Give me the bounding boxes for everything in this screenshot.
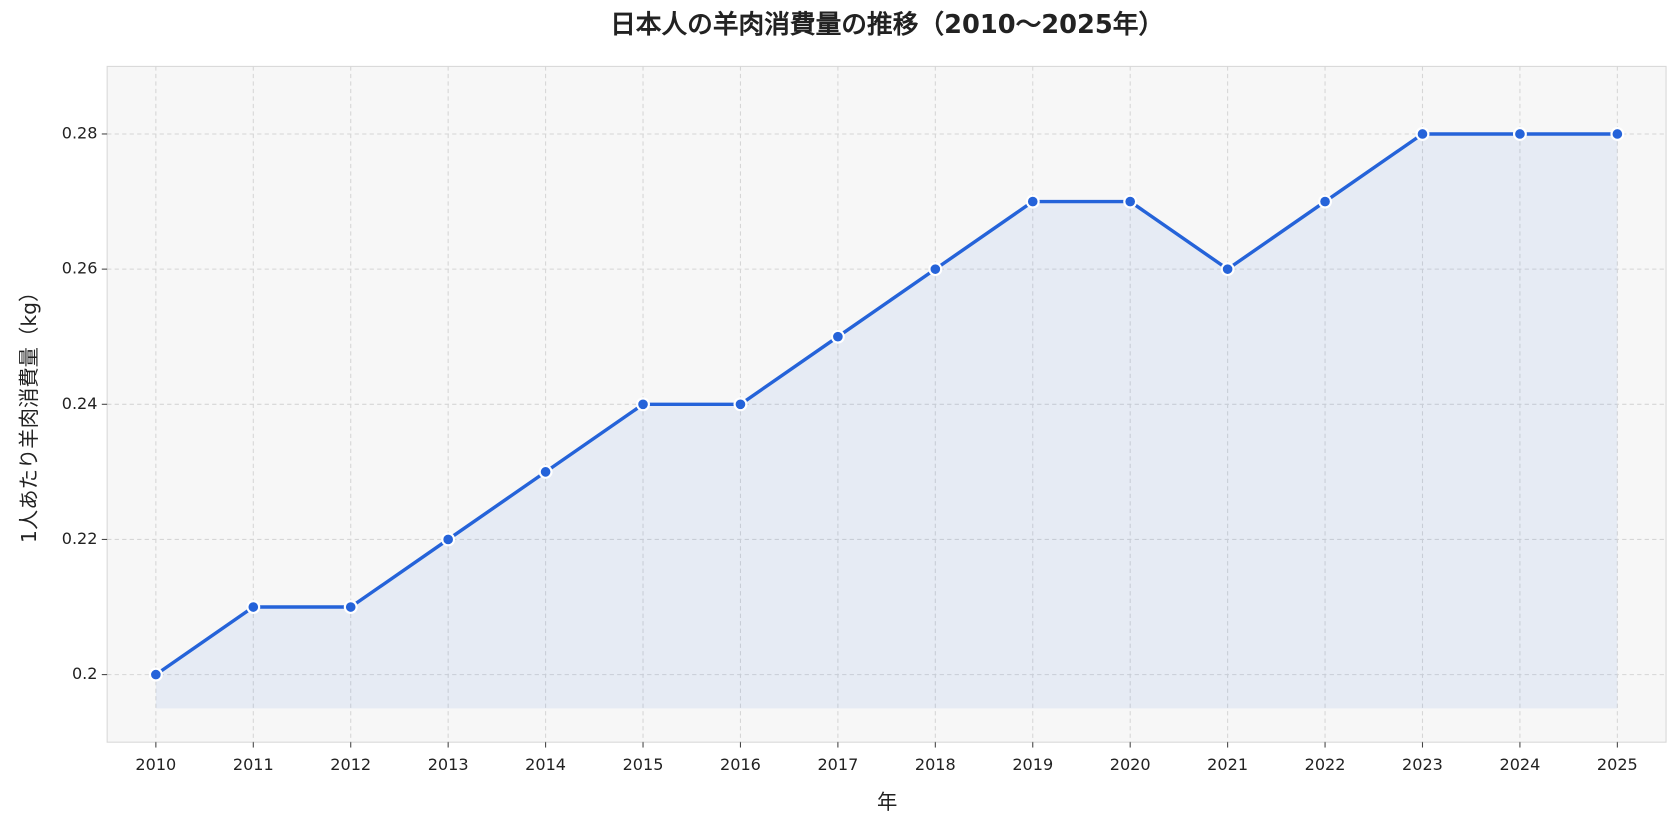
line bbox=[154, 132, 1618, 677]
x-axis-label: 年 bbox=[877, 790, 897, 814]
point bbox=[1610, 127, 1625, 141]
x-tick-label: 2019 bbox=[1012, 755, 1053, 774]
area bbox=[155, 133, 1618, 709]
chart-title: 日本人の羊肉消費量の推移（2010〜2025年） bbox=[610, 9, 1164, 40]
point bbox=[246, 600, 261, 614]
point bbox=[1415, 127, 1430, 141]
point bbox=[441, 532, 456, 547]
x-tick-label: 2023 bbox=[1402, 755, 1443, 774]
point bbox=[1318, 194, 1333, 209]
y-tick-label: 0.26 bbox=[62, 259, 98, 278]
point bbox=[830, 329, 845, 344]
x-tick-label: 2012 bbox=[330, 755, 371, 774]
y-tick-label: 0.22 bbox=[62, 529, 98, 548]
point bbox=[1220, 262, 1235, 277]
point bbox=[636, 397, 650, 412]
x-tick-label: 2020 bbox=[1110, 755, 1151, 774]
point bbox=[343, 600, 358, 614]
point bbox=[928, 262, 943, 277]
point bbox=[1512, 127, 1527, 141]
y-tick-label: 0.28 bbox=[62, 123, 98, 142]
point bbox=[733, 397, 748, 412]
x-tick-label: 2014 bbox=[525, 755, 566, 774]
point bbox=[1123, 194, 1138, 209]
x-tick-label: 2015 bbox=[623, 755, 664, 774]
y-axis-label: 1人あたり羊肉消費量（kg） bbox=[17, 282, 41, 543]
x-tick-label: 2018 bbox=[915, 755, 956, 774]
x-tick-label: 2024 bbox=[1499, 755, 1540, 774]
x-tick-label: 2016 bbox=[720, 755, 761, 774]
x-tick-label: 2025 bbox=[1597, 755, 1638, 774]
point bbox=[148, 667, 163, 682]
x-tick-label: 2017 bbox=[817, 755, 858, 774]
point bbox=[1025, 194, 1040, 209]
x-tick-label: 2022 bbox=[1305, 755, 1346, 774]
x-tick-label: 2010 bbox=[135, 755, 176, 774]
y-tick-label: 0.2 bbox=[72, 664, 98, 683]
x-tick-label: 2021 bbox=[1207, 755, 1248, 774]
y-tick-label: 0.24 bbox=[62, 394, 98, 413]
point bbox=[538, 464, 553, 479]
x-tick-label: 2013 bbox=[428, 755, 469, 774]
x-tick-label: 2011 bbox=[233, 755, 274, 774]
